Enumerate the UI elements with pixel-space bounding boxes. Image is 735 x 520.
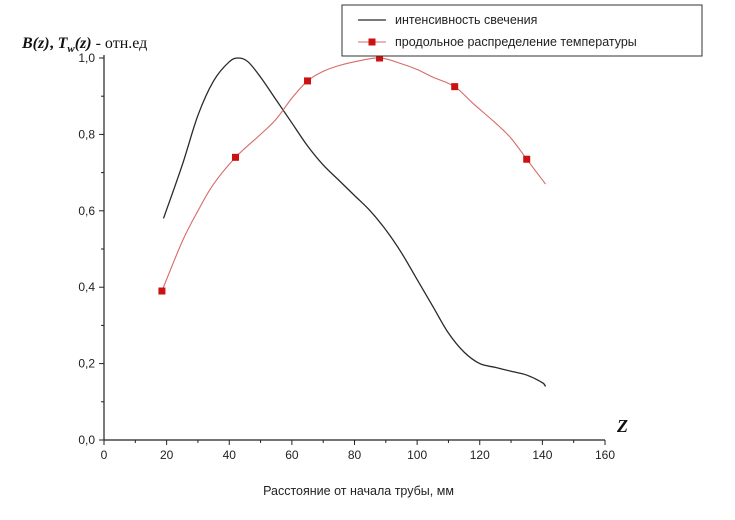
legend-box	[341, 4, 703, 57]
y-tick-label: 1,0	[78, 51, 95, 65]
z-axis-label: Z	[616, 416, 628, 436]
temperature-point-marker	[523, 155, 531, 163]
y-tick-label: 0,0	[78, 433, 95, 447]
legend-label-intensity: интенсивность свечения	[395, 13, 537, 27]
y-tick-label: 0,2	[78, 357, 95, 371]
x-tick-label: 0	[101, 448, 108, 462]
y-tick-label: 0,4	[78, 280, 95, 294]
legend-swatch-temperature-marker	[368, 38, 376, 46]
y-axis-label-sub: w	[67, 43, 75, 55]
y-tick-label: 0,8	[78, 127, 95, 141]
x-tick-label: 60	[285, 448, 299, 462]
y-axis-label-sep: ,	[50, 35, 58, 52]
y-axis-label-targ: (z)	[75, 35, 92, 52]
x-tick-label: 120	[470, 448, 490, 462]
temperature-point-marker	[232, 153, 240, 161]
y-axis-label: B(z), Tw(z) - отн.ед	[21, 35, 147, 55]
y-axis-label-b: B(z)	[21, 35, 50, 52]
y-axis-label-t: T	[58, 35, 69, 52]
x-tick-label: 100	[407, 448, 427, 462]
x-axis-label: Расстояние от начала трубы, мм	[263, 484, 454, 498]
temperature-point-marker	[304, 77, 312, 85]
x-tick-label: 140	[532, 448, 552, 462]
y-tick-label: 0,6	[78, 204, 95, 218]
temperature-point-marker	[451, 83, 459, 91]
series-temperature-line	[161, 57, 546, 292]
x-tick-label: 80	[348, 448, 362, 462]
y-axis-label-rest: - отн.ед	[92, 35, 148, 52]
temperature-point-marker	[376, 54, 384, 62]
series-intensity-line	[162, 57, 547, 387]
x-tick-label: 20	[160, 448, 174, 462]
temperature-point-marker	[158, 287, 166, 295]
x-tick-label: 160	[595, 448, 615, 462]
legend-label-temperature: продольное распределение температуры	[395, 35, 637, 49]
x-tick-label: 40	[223, 448, 237, 462]
